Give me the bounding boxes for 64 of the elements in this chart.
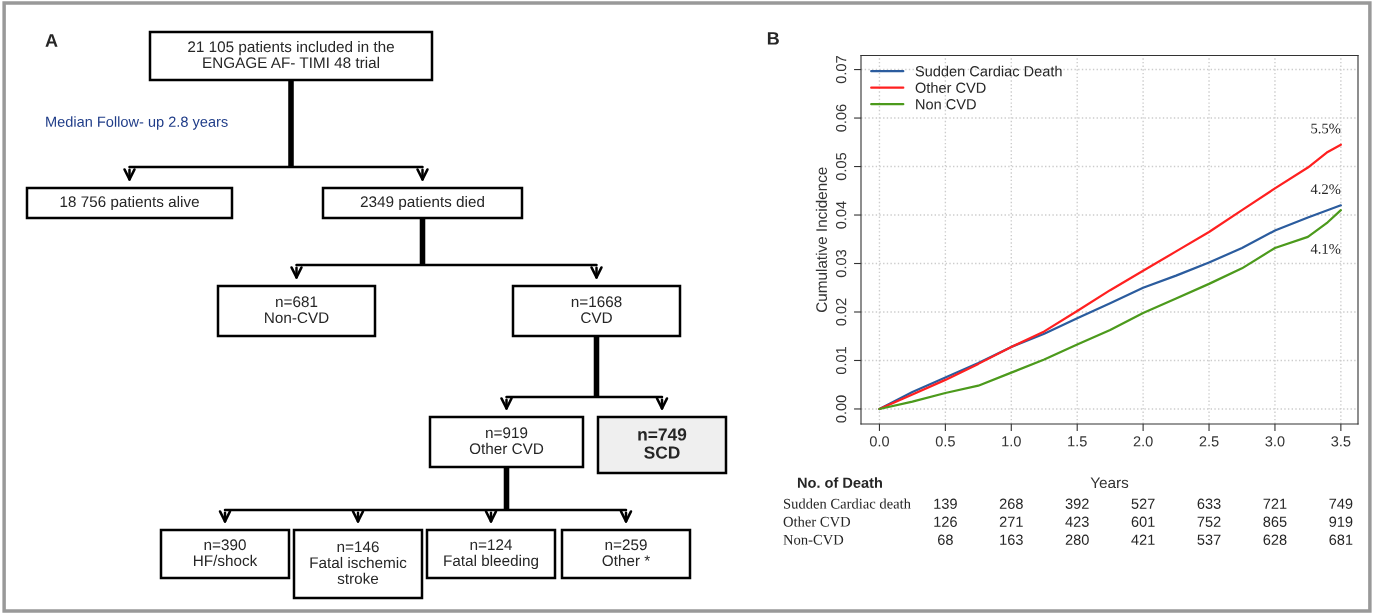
legend-label: Sudden Cardiac Death	[915, 65, 1062, 77]
text: Sudden Cardiac death	[783, 498, 911, 509]
chart-title: B	[767, 32, 779, 45]
text: n=919 Other CVD	[469, 427, 544, 455]
x-tick-label: 0.0	[869, 436, 890, 447]
text: 633	[1197, 498, 1221, 509]
y-tick-label: 0.00	[835, 395, 847, 423]
x-tick-label: 2.5	[1199, 436, 1219, 447]
x-tick-label: 1.0	[1002, 436, 1021, 447]
text: n=124 Fatal bleeding	[444, 539, 539, 570]
text: 681	[1329, 534, 1353, 545]
y-tick-label: 0.07	[835, 56, 847, 84]
x-axis-title: Years	[1090, 477, 1129, 489]
y-tick-label: 0.05	[835, 152, 847, 181]
text: 749	[1329, 498, 1353, 509]
text: 865	[1263, 516, 1287, 527]
x-tick-label: 1.5	[1068, 436, 1087, 447]
y-tick-label: 0.01	[835, 347, 847, 375]
annotation: 5.5%	[1311, 123, 1341, 134]
text: 280	[1065, 534, 1089, 545]
x-tick-label: 2.0	[1133, 436, 1153, 447]
x-tick-label: 3.5	[1331, 436, 1351, 447]
text: n=681 Non-CVD	[265, 296, 329, 324]
text: n=146 Fatal ischemic stroke	[310, 541, 407, 584]
text: Non-CVD	[783, 534, 844, 545]
text: 18 756 patients alive	[60, 195, 199, 211]
text: 21 105 patients included in the ENGAGE AF- TIMI 48 trial	[188, 40, 394, 69]
y-tick-label: 0.03	[835, 249, 847, 278]
y-axis-title: Cumulative Incidence	[815, 167, 828, 312]
text: No. of Death	[797, 477, 882, 488]
annotation: 4.2%	[1310, 184, 1341, 195]
text: 139	[934, 498, 957, 509]
text: 126	[934, 516, 957, 527]
y-tick-label: 0.06	[835, 104, 847, 132]
text: Median Follow- up 2.8 years	[46, 116, 228, 130]
x-tick-label: 3.0	[1265, 436, 1285, 447]
text: 268	[999, 498, 1023, 509]
text: 423	[1065, 516, 1089, 527]
text: Other CVD	[783, 516, 851, 527]
text: 628	[1263, 534, 1287, 545]
text: n=749 SCD	[638, 428, 687, 459]
annotation: 4.1%	[1310, 243, 1341, 254]
text: 919	[1329, 516, 1353, 527]
text: 537	[1197, 534, 1221, 545]
text: n=1668 CVD	[571, 296, 622, 324]
text: 271	[999, 516, 1023, 527]
text: 392	[1065, 498, 1089, 509]
text: 527	[1131, 498, 1155, 509]
text: 601	[1131, 516, 1155, 527]
line-series	[878, 143, 1342, 411]
legend-label: Other CVD	[915, 82, 986, 93]
text: 68	[938, 534, 953, 545]
y-tick-label: 0.04	[835, 201, 847, 229]
text: 163	[1000, 534, 1023, 545]
text: 752	[1197, 516, 1221, 527]
y-tick-label: 0.02	[835, 298, 847, 326]
text: A	[45, 34, 58, 47]
text: n=259 Other *	[602, 539, 650, 567]
text: n=390 HF/shock	[193, 539, 258, 567]
text: 721	[1263, 498, 1287, 509]
text: 2349 patients died	[360, 195, 484, 211]
text: 421	[1131, 534, 1155, 545]
x-tick-label: 0.5	[935, 436, 955, 447]
legend-label: Non CVD	[916, 99, 976, 110]
